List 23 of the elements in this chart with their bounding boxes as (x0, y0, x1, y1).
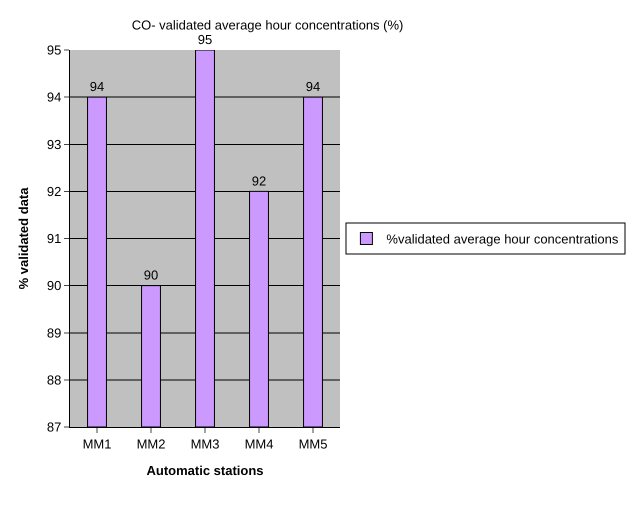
y-tick-label: 88 (46, 372, 62, 388)
x-tick-label: MM1 (82, 436, 112, 452)
data-label: 92 (252, 173, 266, 188)
y-tick-label: 95 (46, 42, 62, 58)
y-tick-label: 93 (46, 136, 62, 152)
x-tick-label: MM2 (136, 436, 166, 452)
x-tick-label: MM3 (190, 436, 220, 452)
y-tick-label: 90 (46, 278, 62, 294)
y-tick-label: 89 (46, 325, 62, 340)
y-tick-label: 87 (46, 420, 62, 435)
y-axis-title: % validated data (16, 186, 31, 290)
y-tick-label: 91 (46, 231, 62, 246)
chart-title: CO- validated average hour concentrations (%) (132, 17, 404, 32)
x-tick-label: MM4 (244, 436, 274, 452)
data-label: 95 (198, 32, 212, 47)
legend-label: %validated average hour concentrations (386, 232, 619, 247)
x-axis-title: Automatic stations (146, 463, 264, 478)
y-tick-label: 92 (46, 184, 62, 199)
x-tick-label: MM5 (298, 436, 328, 452)
y-tick-label: 94 (46, 90, 62, 105)
data-label: 90 (144, 268, 158, 283)
data-label: 94 (306, 79, 320, 94)
data-label: 94 (90, 79, 104, 94)
